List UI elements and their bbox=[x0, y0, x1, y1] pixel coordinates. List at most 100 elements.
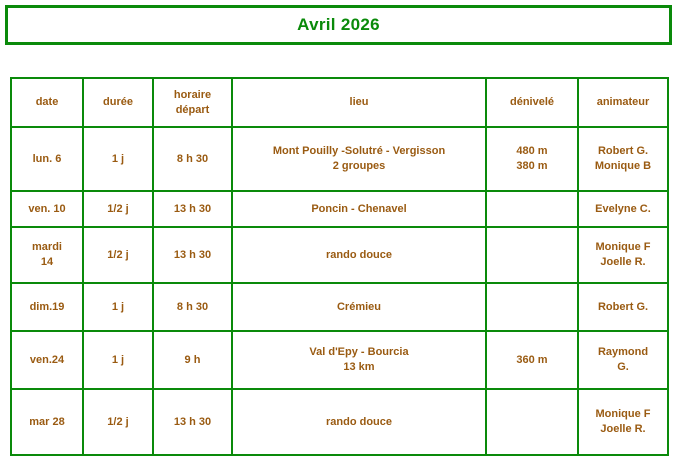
cell-horaire: 8 h 30 bbox=[152, 282, 233, 332]
cell-animateur: Robert G. bbox=[577, 282, 669, 332]
table-row: mar 28 1/2 j 13 h 30 rando douce bbox=[10, 388, 669, 456]
header-label-date: date bbox=[35, 96, 59, 109]
cell-duree: 1 j bbox=[82, 282, 154, 332]
schedule-table-wrapper: date durée horaire départ lieu dénivelé bbox=[10, 77, 669, 456]
cell-lieu: rando douce bbox=[231, 226, 487, 284]
header-label-duree: durée bbox=[103, 96, 133, 109]
animateur-line-2: Joelle R. bbox=[600, 256, 646, 268]
page-title: Avril 2026 bbox=[297, 15, 380, 34]
column-header-duree: durée bbox=[82, 77, 154, 128]
cell-animateur: Robert G. Monique B bbox=[577, 126, 669, 192]
header-label-animateur: animateur bbox=[596, 96, 650, 109]
title-banner: Avril 2026 bbox=[5, 5, 672, 45]
column-header-denivele: dénivelé bbox=[485, 77, 579, 128]
cell-animateur: Monique F Joelle R. bbox=[577, 388, 669, 456]
duree-value: 1 j bbox=[111, 300, 125, 313]
lieu-line-1: Mont Pouilly -Solutré - Vergisson bbox=[272, 145, 446, 158]
cell-horaire: 13 h 30 bbox=[152, 388, 233, 456]
cell-lieu: rando douce bbox=[231, 388, 487, 456]
cell-animateur: Raymond G. bbox=[577, 330, 669, 390]
lieu-line-1: Crémieu bbox=[336, 300, 382, 313]
cell-date: ven. 10 bbox=[10, 190, 84, 228]
table-row: dim.19 1 j 8 h 30 Crémieu bbox=[10, 282, 669, 332]
denivele-line-1: 360 m bbox=[516, 353, 548, 366]
cell-horaire: 13 h 30 bbox=[152, 226, 233, 284]
lieu-line-1: Val d'Epy - Bourcia bbox=[309, 346, 409, 359]
cell-lieu: Poncin - Chenavel bbox=[231, 190, 487, 228]
animateur-line-1: Monique F bbox=[595, 241, 651, 254]
header-label-denivele: dénivelé bbox=[509, 96, 555, 109]
cell-animateur: Evelyne C. bbox=[577, 190, 669, 228]
cell-duree: 1 j bbox=[82, 126, 154, 192]
cell-horaire: 13 h 30 bbox=[152, 190, 233, 228]
cell-horaire: 9 h bbox=[152, 330, 233, 390]
cell-denivele bbox=[485, 226, 579, 284]
date-line-1: ven. 10 bbox=[28, 202, 66, 215]
date-line-1: mardi bbox=[32, 241, 62, 254]
cell-duree: 1/2 j bbox=[82, 190, 154, 228]
cell-date: mar 28 bbox=[10, 388, 84, 456]
cell-date: mardi 14 bbox=[10, 226, 84, 284]
horaire-value: 13 h 30 bbox=[173, 202, 212, 215]
duree-value: 1 j bbox=[111, 152, 125, 165]
cell-horaire: 8 h 30 bbox=[152, 126, 233, 192]
cell-lieu: Crémieu bbox=[231, 282, 487, 332]
animateur-line-1: Raymond bbox=[597, 346, 649, 359]
animateur-line-1: Robert G. bbox=[597, 300, 649, 313]
animateur-line-2: Monique B bbox=[594, 160, 652, 172]
date-line-1: mar 28 bbox=[29, 415, 65, 428]
table-row: ven.24 1 j 9 h Val d'Epy - Bourcia 13 km bbox=[10, 330, 669, 390]
denivele-line-2: 380 m bbox=[516, 160, 548, 172]
animateur-line-2: G. bbox=[617, 361, 629, 373]
animateur-line-1: Monique F bbox=[595, 408, 651, 421]
duree-value: 1 j bbox=[111, 353, 125, 366]
cell-date: lun. 6 bbox=[10, 126, 84, 192]
cell-lieu: Val d'Epy - Bourcia 13 km bbox=[231, 330, 487, 390]
duree-value: 1/2 j bbox=[107, 202, 129, 215]
horaire-value: 13 h 30 bbox=[173, 248, 212, 261]
cell-date: ven.24 bbox=[10, 330, 84, 390]
cell-duree: 1/2 j bbox=[82, 388, 154, 456]
duree-value: 1/2 j bbox=[107, 248, 129, 261]
table-row: ven. 10 1/2 j 13 h 30 Poncin - Chenavel bbox=[10, 190, 669, 228]
animateur-line-1: Robert G. bbox=[597, 145, 649, 158]
cell-duree: 1/2 j bbox=[82, 226, 154, 284]
cell-duree: 1 j bbox=[82, 330, 154, 390]
horaire-value: 9 h bbox=[184, 353, 201, 366]
lieu-line-2: 13 km bbox=[343, 361, 375, 373]
horaire-value: 13 h 30 bbox=[173, 415, 212, 428]
date-line-1: dim.19 bbox=[29, 300, 65, 313]
table-body: lun. 6 1 j 8 h 30 Mont Pouilly -Solutré … bbox=[10, 126, 669, 456]
cell-lieu: Mont Pouilly -Solutré - Vergisson 2 grou… bbox=[231, 126, 487, 192]
header-label-lieu: lieu bbox=[349, 96, 369, 109]
cell-denivele bbox=[485, 388, 579, 456]
lieu-line-1: rando douce bbox=[325, 248, 392, 261]
animateur-line-2: Joelle R. bbox=[600, 423, 646, 435]
schedule-table: date durée horaire départ lieu dénivelé bbox=[10, 77, 669, 456]
lieu-line-2: 2 groupes bbox=[332, 160, 386, 172]
header-label-depart: départ bbox=[175, 103, 210, 116]
lieu-line-1: rando douce bbox=[325, 415, 392, 428]
date-line-1: ven.24 bbox=[29, 353, 65, 366]
column-header-horaire-depart: horaire départ bbox=[152, 77, 233, 128]
horaire-value: 8 h 30 bbox=[176, 300, 209, 313]
table-header: date durée horaire départ lieu dénivelé bbox=[10, 77, 669, 128]
cell-denivele: 360 m bbox=[485, 330, 579, 390]
lieu-line-1: Poncin - Chenavel bbox=[311, 202, 407, 215]
column-header-lieu: lieu bbox=[231, 77, 487, 128]
date-line-1: lun. 6 bbox=[32, 152, 62, 165]
horaire-value: 8 h 30 bbox=[176, 152, 209, 165]
column-header-date: date bbox=[10, 77, 84, 128]
duree-value: 1/2 j bbox=[107, 415, 129, 428]
denivele-line-1: 480 m bbox=[516, 145, 548, 158]
date-line-2: 14 bbox=[40, 256, 54, 268]
cell-denivele bbox=[485, 282, 579, 332]
cell-animateur: Monique F Joelle R. bbox=[577, 226, 669, 284]
cell-denivele bbox=[485, 190, 579, 228]
table-row: mardi 14 1/2 j 13 h 30 rando douce bbox=[10, 226, 669, 284]
column-header-animateur: animateur bbox=[577, 77, 669, 128]
cell-date: dim.19 bbox=[10, 282, 84, 332]
header-row: date durée horaire départ lieu dénivelé bbox=[10, 77, 669, 128]
cell-denivele: 480 m 380 m bbox=[485, 126, 579, 192]
